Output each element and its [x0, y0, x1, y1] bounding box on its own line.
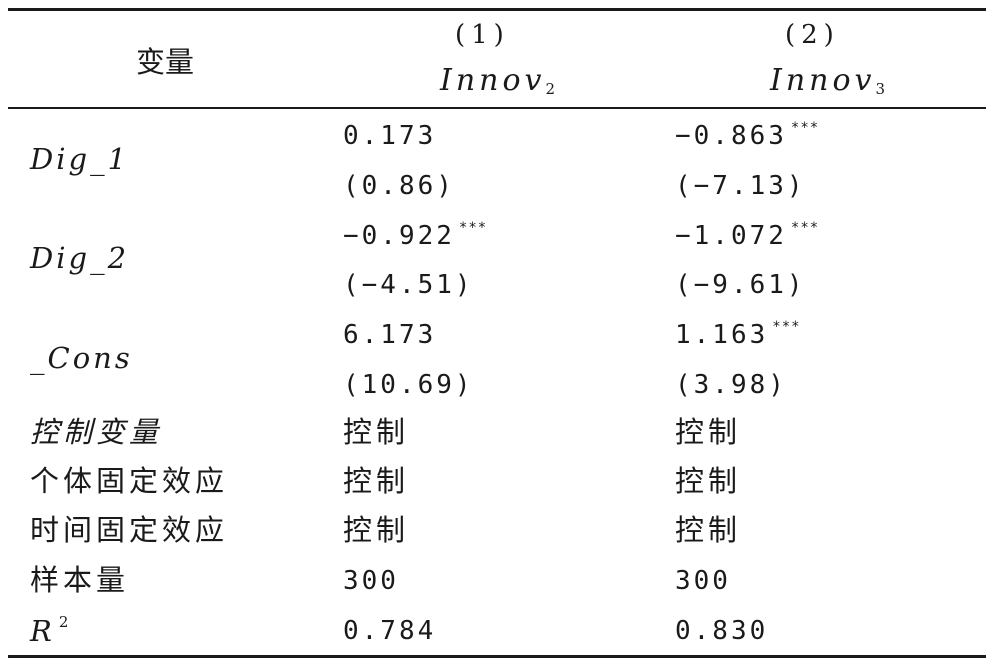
cons-col1-tstat: (10.69) [343, 370, 474, 400]
dig2-col2-coef: −1.072 *** [675, 220, 820, 251]
table-bottom-rule [8, 655, 986, 658]
row-label-cons: _Cons [30, 341, 133, 375]
column-1-dependent-variable: Innov2 [440, 63, 556, 98]
column-2-number: (2) [785, 20, 840, 50]
table-header-rule [8, 107, 986, 109]
time-fe-col1: 控制 [343, 513, 410, 547]
cons-col2-tstat: (3.98) [675, 370, 787, 400]
sample-size-col2: 300 [675, 566, 731, 596]
row-label-individual-fe: 个体固定效应 [30, 464, 229, 498]
dig2-col1-coef: −0.922 *** [343, 220, 488, 251]
table-top-rule [8, 8, 986, 11]
dig1-col2-tstat: (−7.13) [675, 171, 806, 201]
row-label-controls: 控制变量 [30, 415, 163, 449]
r-squared-col2: 0.830 [675, 616, 769, 646]
sample-size-col1: 300 [343, 566, 399, 596]
cons-col1-coef: 6.173 [343, 320, 437, 350]
controls-col1: 控制 [343, 415, 410, 449]
dig2-col1-tstat: (−4.51) [343, 270, 474, 300]
row-label-sample-size: 样本量 [30, 563, 130, 597]
time-fe-col2: 控制 [675, 513, 742, 547]
header-variable-label: 变量 [136, 45, 195, 79]
dig1-col1-coef: 0.173 [343, 121, 437, 151]
column-1-number: (1) [455, 20, 510, 50]
row-label-dig1: Dig_1 [30, 142, 130, 176]
row-label-dig2: Dig_2 [30, 241, 130, 275]
dig2-col2-tstat: (−9.61) [675, 270, 806, 300]
cons-col2-coef: 1.163 *** [675, 319, 801, 350]
individual-fe-col1: 控制 [343, 464, 410, 498]
individual-fe-col2: 控制 [675, 464, 742, 498]
row-label-time-fe: 时间固定效应 [30, 513, 229, 547]
dig1-col2-coef: −0.863 *** [675, 120, 820, 151]
column-2-dependent-variable: Innov3 [770, 63, 886, 98]
controls-col2: 控制 [675, 415, 742, 449]
dig1-col1-tstat: (0.86) [343, 171, 455, 201]
r-squared-col1: 0.784 [343, 616, 437, 646]
